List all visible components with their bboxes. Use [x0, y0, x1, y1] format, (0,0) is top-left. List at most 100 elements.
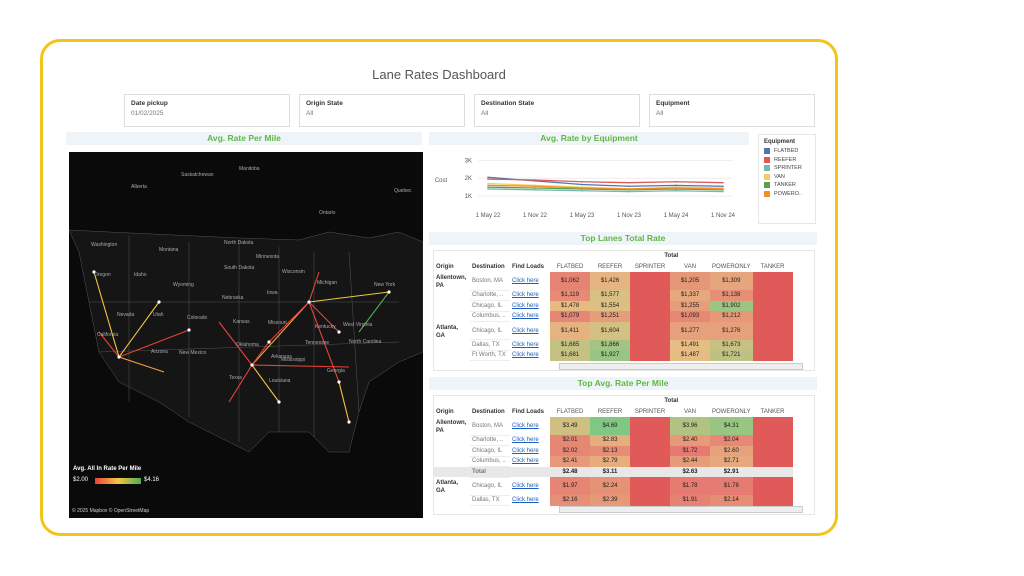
value-cell[interactable]: $1,309 [710, 272, 753, 290]
data-point[interactable] [628, 185, 630, 188]
value-cell[interactable] [752, 311, 793, 322]
data-point[interactable] [675, 180, 677, 183]
filter-origin-state[interactable]: Origin State All [299, 94, 465, 127]
map-attribution[interactable]: © 2025 Mapbox © OpenStreetMap [72, 508, 150, 514]
column-header[interactable]: Origin [436, 263, 454, 270]
data-point[interactable] [487, 178, 489, 180]
value-cell[interactable] [752, 466, 793, 477]
value-cell[interactable]: $1,251 [590, 311, 630, 322]
data-point[interactable] [675, 189, 677, 192]
value-cell[interactable]: $3.11 [590, 466, 630, 477]
find-loads-cell[interactable]: Click here [512, 352, 539, 359]
legend-item[interactable]: POWERO.. [764, 190, 810, 197]
value-cell[interactable] [752, 339, 793, 350]
value-cell[interactable]: $1,411 [550, 321, 590, 340]
value-cell[interactable]: $1,276 [710, 321, 753, 340]
data-point[interactable] [581, 189, 583, 192]
find-loads-cell[interactable]: Click here [512, 423, 539, 429]
value-cell[interactable] [630, 456, 670, 467]
column-header[interactable]: FLATBED [556, 263, 584, 270]
series-line-reefer[interactable] [487, 178, 724, 184]
value-cell[interactable] [752, 300, 793, 311]
value-cell[interactable]: $2.14 [710, 495, 753, 506]
find-loads-cell[interactable]: Click here [512, 458, 539, 465]
data-point[interactable] [628, 190, 630, 193]
column-header[interactable]: POWERONLY [712, 263, 751, 270]
value-cell[interactable]: $2.91 [710, 466, 753, 477]
column-header[interactable]: TANKER [760, 408, 785, 415]
filter-destination-state[interactable]: Destination State All [474, 94, 640, 127]
value-cell[interactable]: $4.69 [590, 417, 630, 435]
value-cell[interactable]: $2.13 [590, 445, 630, 456]
column-header[interactable]: SPRINTER [634, 263, 666, 270]
data-point[interactable] [581, 180, 583, 183]
value-cell[interactable]: $3.96 [670, 417, 710, 435]
value-cell[interactable]: $1,119 [550, 290, 590, 301]
value-cell[interactable] [630, 321, 670, 340]
value-cell[interactable]: $1,062 [550, 272, 590, 290]
column-header[interactable]: VAN [684, 408, 696, 415]
value-cell[interactable]: $1.72 [670, 445, 710, 456]
column-header[interactable]: POWERONLY [712, 408, 751, 415]
find-loads-cell[interactable]: Click here [512, 437, 539, 444]
value-cell[interactable] [752, 350, 793, 361]
find-loads-cell[interactable]: Click here [512, 278, 539, 284]
column-header[interactable]: TANKER [760, 263, 785, 270]
value-cell[interactable] [630, 417, 670, 435]
value-cell[interactable]: $1.97 [550, 477, 590, 495]
data-point[interactable] [628, 181, 630, 184]
value-cell[interactable]: $1,478 [550, 300, 590, 311]
value-cell[interactable]: $2.40 [670, 435, 710, 446]
filter-equipment[interactable]: Equipment All [649, 94, 815, 127]
column-header[interactable]: Destination [472, 408, 505, 415]
find-loads-cell[interactable]: Click here [512, 327, 539, 334]
value-cell[interactable] [752, 477, 793, 495]
horizontal-scrollbar[interactable] [559, 506, 803, 513]
column-header[interactable]: FLATBED [556, 408, 584, 415]
value-cell[interactable] [752, 290, 793, 301]
value-cell[interactable]: $1,212 [710, 311, 753, 322]
series-line-sprinter[interactable] [487, 188, 724, 193]
value-cell[interactable]: $2.63 [670, 466, 710, 477]
value-cell[interactable] [752, 321, 793, 340]
data-point[interactable] [534, 179, 536, 181]
find-loads-cell[interactable]: Click here [512, 302, 539, 309]
filter-date-pickup[interactable]: Date pickup 01/02/2025 [124, 94, 290, 127]
value-cell[interactable] [630, 435, 670, 446]
series-line-powero[interactable] [487, 184, 724, 190]
value-cell[interactable]: $1,138 [710, 290, 753, 301]
value-cell[interactable]: $1,902 [710, 300, 753, 311]
value-cell[interactable]: $1,337 [670, 290, 710, 301]
value-cell[interactable]: $1,673 [710, 339, 753, 350]
value-cell[interactable]: $2.39 [590, 495, 630, 506]
value-cell[interactable]: $1,255 [670, 300, 710, 311]
data-point[interactable] [628, 188, 630, 190]
data-point[interactable] [675, 184, 677, 187]
value-cell[interactable] [752, 417, 793, 435]
value-cell[interactable]: $1,604 [590, 321, 630, 340]
legend-item[interactable]: VAN [764, 173, 810, 180]
value-cell[interactable] [630, 339, 670, 350]
value-cell[interactable]: $1,426 [590, 272, 630, 290]
value-cell[interactable] [630, 477, 670, 495]
series-line-tanker[interactable] [487, 186, 724, 191]
value-cell[interactable]: $2.48 [550, 466, 590, 477]
data-point[interactable] [487, 188, 489, 190]
value-cell[interactable] [630, 466, 670, 477]
value-cell[interactable]: $2.44 [670, 456, 710, 467]
data-point[interactable] [487, 184, 489, 187]
value-cell[interactable] [752, 445, 793, 456]
data-point[interactable] [722, 185, 724, 188]
value-cell[interactable]: $1.78 [670, 477, 710, 495]
value-cell[interactable]: $2.16 [550, 495, 590, 506]
data-point[interactable] [722, 188, 724, 190]
data-point[interactable] [487, 186, 489, 188]
find-loads-cell[interactable]: Click here [512, 483, 539, 489]
value-cell[interactable] [752, 272, 793, 290]
value-cell[interactable] [630, 311, 670, 322]
horizontal-scrollbar[interactable] [559, 363, 803, 370]
value-cell[interactable]: $2.01 [550, 435, 590, 446]
find-loads-cell[interactable]: Click here [512, 497, 539, 504]
column-header[interactable]: Find Loads [512, 263, 544, 270]
value-cell[interactable]: $3.49 [550, 417, 590, 435]
